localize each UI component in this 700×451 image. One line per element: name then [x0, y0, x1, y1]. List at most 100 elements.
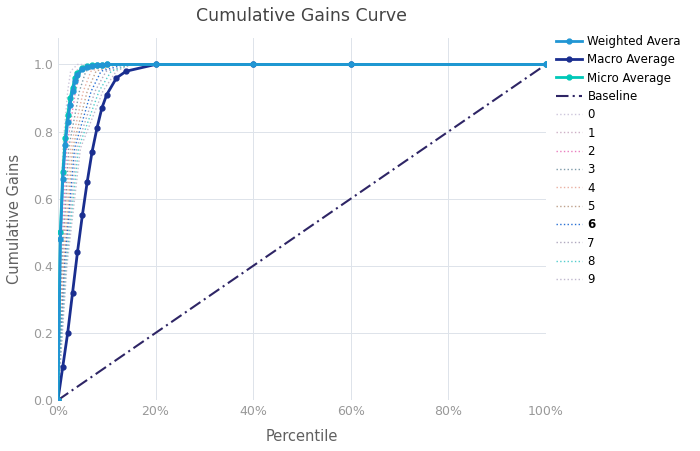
5	[318, 62, 327, 67]
3	[286, 62, 295, 67]
Weighted Avera	[59, 176, 67, 181]
1	[345, 62, 354, 67]
Weighted Avera	[346, 62, 355, 67]
1	[455, 62, 463, 67]
Weighted Avera	[88, 63, 97, 69]
7	[531, 62, 540, 67]
2	[345, 62, 354, 67]
3	[531, 62, 540, 67]
8	[318, 62, 327, 67]
7	[345, 62, 354, 67]
5	[542, 62, 550, 67]
Micro Average	[64, 112, 72, 118]
0	[54, 397, 62, 403]
4	[286, 62, 295, 67]
5	[54, 397, 62, 403]
0	[542, 62, 550, 67]
Weighted Avera	[66, 102, 74, 107]
8	[54, 397, 62, 403]
6	[54, 397, 62, 403]
9	[289, 62, 298, 67]
7	[542, 62, 550, 67]
Weighted Avera	[78, 67, 87, 72]
Line: 3: 3	[58, 64, 546, 400]
Line: 0: 0	[58, 64, 546, 400]
4	[104, 62, 113, 67]
5	[345, 62, 354, 67]
2	[531, 62, 540, 67]
Legend: Weighted Avera, Macro Average, Micro Average, Baseline, 0, 1, 2, 3, 4, 5, 6, 7, : Weighted Avera, Macro Average, Micro Ave…	[551, 30, 686, 291]
X-axis label: Percentile: Percentile	[266, 429, 338, 444]
4	[289, 62, 298, 67]
6	[318, 62, 327, 67]
Line: 2: 2	[58, 64, 546, 400]
2	[318, 62, 327, 67]
0	[531, 62, 540, 67]
7	[286, 62, 295, 67]
0	[455, 62, 463, 67]
Title: Cumulative Gains Curve: Cumulative Gains Curve	[197, 7, 407, 25]
7	[455, 62, 463, 67]
7	[127, 62, 136, 67]
3	[345, 62, 354, 67]
4	[542, 62, 550, 67]
Macro Average	[93, 125, 102, 131]
Micro Average	[542, 62, 550, 67]
1	[54, 397, 62, 403]
2	[54, 397, 62, 403]
Macro Average	[122, 69, 130, 74]
Line: 9: 9	[58, 64, 546, 400]
Line: 8: 8	[58, 64, 546, 400]
3	[54, 397, 62, 403]
Weighted Avera	[64, 119, 72, 124]
Macro Average	[64, 330, 72, 336]
1	[318, 62, 327, 67]
Macro Average	[88, 149, 97, 154]
8	[345, 62, 354, 67]
Weighted Avera	[71, 78, 79, 84]
Weighted Avera	[151, 62, 160, 67]
9	[455, 62, 463, 67]
3	[542, 62, 550, 67]
2	[286, 62, 295, 67]
Micro Average	[83, 64, 92, 69]
9	[345, 62, 354, 67]
Micro Average	[71, 75, 79, 81]
6	[286, 62, 295, 67]
Macro Average	[78, 213, 87, 218]
1	[286, 62, 295, 67]
Weighted Avera	[56, 236, 64, 242]
3	[455, 62, 463, 67]
Weighted Avera	[93, 62, 102, 68]
2	[289, 62, 298, 67]
0	[318, 62, 327, 67]
Micro Average	[66, 95, 74, 101]
4	[455, 62, 463, 67]
4	[531, 62, 540, 67]
5	[455, 62, 463, 67]
0	[286, 62, 295, 67]
9	[318, 62, 327, 67]
Macro Average	[97, 106, 106, 111]
0	[345, 62, 354, 67]
Macro Average	[112, 75, 120, 81]
Line: 6: 6	[58, 64, 546, 400]
Micro Average	[61, 136, 69, 141]
Macro Average	[69, 290, 77, 295]
Weighted Avera	[61, 143, 69, 148]
7	[54, 397, 62, 403]
Macro Average	[249, 62, 258, 67]
Y-axis label: Cumulative Gains: Cumulative Gains	[7, 154, 22, 284]
4	[54, 397, 62, 403]
Line: 4: 4	[58, 64, 546, 400]
7	[318, 62, 327, 67]
Macro Average	[59, 364, 67, 369]
6	[531, 62, 540, 67]
Micro Average	[93, 62, 102, 68]
Weighted Avera	[542, 62, 550, 67]
6	[542, 62, 550, 67]
9	[286, 62, 295, 67]
2	[542, 62, 550, 67]
Line: Macro Average: Macro Average	[55, 62, 548, 402]
8	[542, 62, 550, 67]
